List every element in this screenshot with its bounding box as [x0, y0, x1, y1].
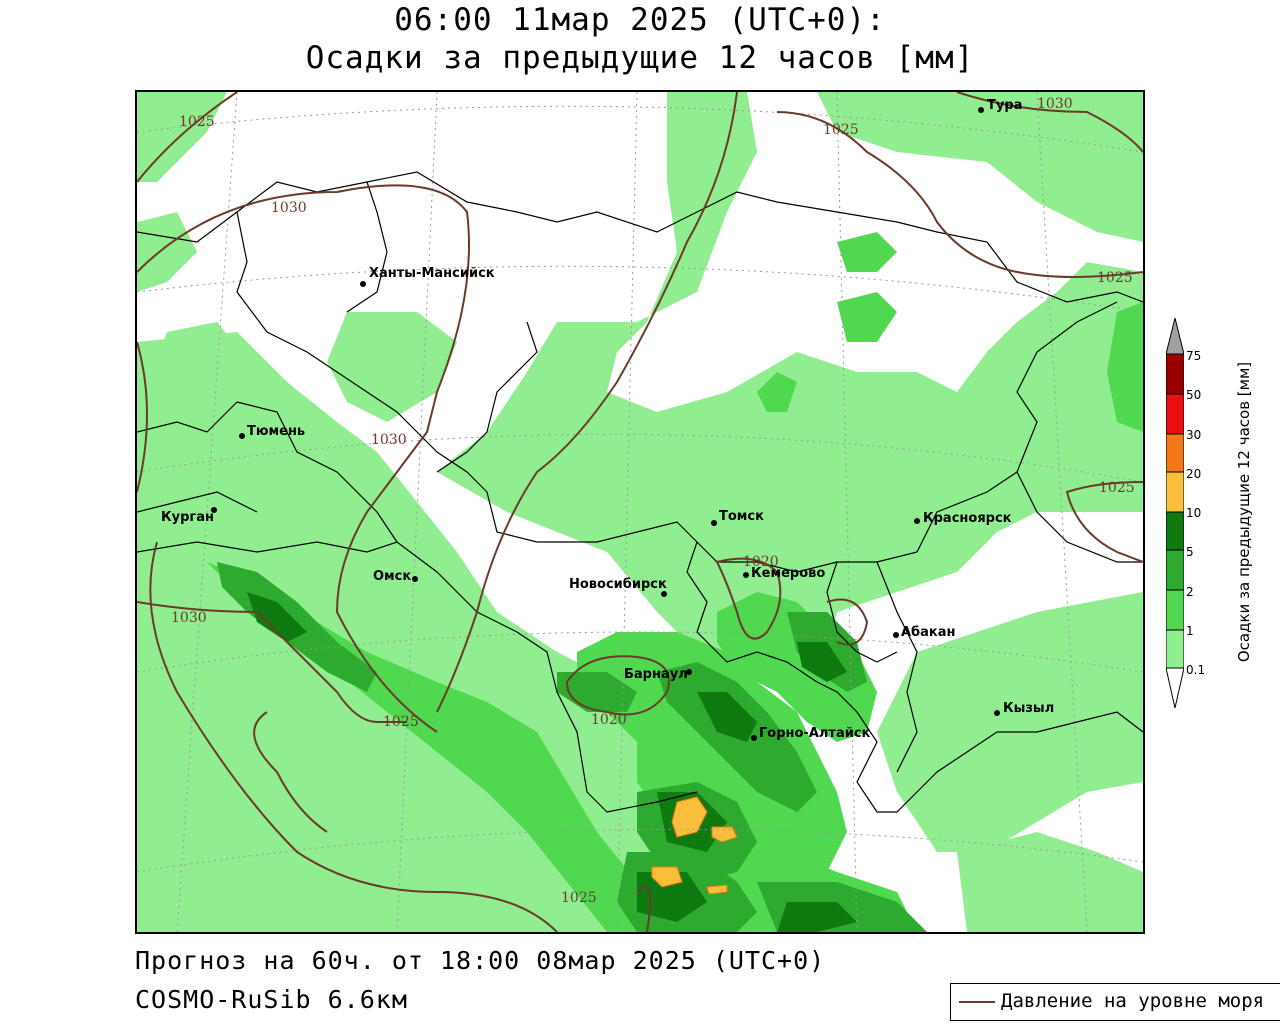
city-marker	[978, 107, 984, 113]
city-marker	[751, 735, 757, 741]
precip-colorbar	[1166, 318, 1184, 709]
city-label-tomsk: Томск	[719, 509, 764, 524]
colorbar-10	[1166, 511, 1184, 551]
map-subtitle: Осадки за предыдущие 12 часов [мм]	[305, 40, 975, 76]
city-marker	[661, 591, 667, 597]
precip-extreme	[651, 796, 738, 895]
city-label-tyumen: Тюмень	[247, 424, 306, 439]
isobar-label: 1025	[179, 114, 215, 130]
city-label-gorno-altaysk: Горно-Алтайск	[759, 726, 871, 741]
city-marker	[686, 669, 692, 675]
colorbar-tick-50: 50	[1186, 388, 1202, 402]
pressure-line-swatch	[959, 1001, 995, 1003]
city-label-novosibirsk: Новосибирск	[569, 577, 667, 592]
city-marker	[994, 710, 1000, 716]
isobar-label: 1020	[743, 554, 779, 570]
city-label-abakan: Абакан	[901, 625, 956, 640]
colorbar-30	[1166, 433, 1184, 473]
city-marker	[893, 632, 899, 638]
city-label-kemerovo: Кемерово	[751, 566, 826, 581]
isobar-label: 1020	[591, 712, 627, 728]
colorbar-tick-2: 2	[1186, 585, 1194, 599]
colorbar-2	[1166, 589, 1184, 631]
isobar-label: 1025	[1099, 480, 1135, 496]
city-marker	[412, 576, 418, 582]
city-marker	[239, 433, 245, 439]
city-marker	[211, 507, 217, 513]
map-title: 06:00 11мар 2025 (UTC+0):	[394, 2, 886, 38]
forecast-info: Прогноз на 60ч. от 18:00 08мар 2025 (UTC…	[135, 946, 826, 975]
colorbar-20	[1166, 471, 1184, 513]
city-marker	[711, 520, 717, 526]
colorbar-under-triangle	[1166, 667, 1184, 709]
city-marker	[360, 281, 366, 287]
graticule	[137, 92, 1143, 932]
colorbar-1	[1166, 629, 1184, 669]
isobar-label: 1030	[1037, 96, 1073, 112]
isobar-label: 1025	[1097, 270, 1133, 286]
isobar-label: 1030	[371, 432, 407, 448]
isobar-label: 1030	[171, 610, 207, 626]
model-name: COSMO-RuSib 6.6км	[135, 985, 408, 1014]
isobar-label: 1025	[383, 714, 419, 730]
map-canvas	[137, 92, 1143, 932]
city-label-krasnoyarsk: Красноярск	[923, 511, 1012, 526]
isobar-label: 1030	[271, 200, 307, 216]
isobar-label: 1025	[561, 890, 597, 906]
colorbar-tick-75: 75	[1186, 349, 1202, 363]
city-marker	[914, 518, 920, 524]
colorbar-50	[1166, 393, 1184, 435]
precipitation-map: 1025 1030 1025 1030 1025 1030 1025 1030 …	[135, 90, 1145, 934]
city-marker	[743, 572, 749, 578]
colorbar-over-triangle	[1166, 318, 1184, 355]
colorbar-tick-5: 5	[1186, 545, 1194, 559]
city-label-khanty-mansiysk: Ханты-Мансийск	[369, 266, 495, 281]
colorbar-5	[1166, 549, 1184, 591]
colorbar-tick-1: 1	[1186, 624, 1194, 638]
colorbar-75	[1166, 353, 1184, 395]
colorbar-tick-10: 10	[1186, 506, 1202, 520]
city-label-kyzyl: Кызыл	[1003, 701, 1055, 716]
colorbar-tick-20: 20	[1186, 467, 1202, 481]
isobars	[137, 92, 1143, 932]
city-label-barnaul: Барнаул	[624, 667, 688, 682]
pressure-legend: Давление на уровне моря	[950, 983, 1280, 1021]
city-label-tura: Тура	[987, 98, 1023, 113]
pressure-legend-label: Давление на уровне моря	[1001, 990, 1265, 1012]
isobar-label: 1025	[823, 122, 859, 138]
city-label-omsk: Омск	[373, 569, 412, 584]
colorbar-tick-30: 30	[1186, 428, 1202, 442]
city-label-kurgan: Курган	[161, 510, 214, 525]
colorbar-title: Осадки за предыдущие 12 часов [мм]	[1235, 361, 1253, 663]
colorbar-tick-0.1: 0.1	[1186, 663, 1206, 677]
